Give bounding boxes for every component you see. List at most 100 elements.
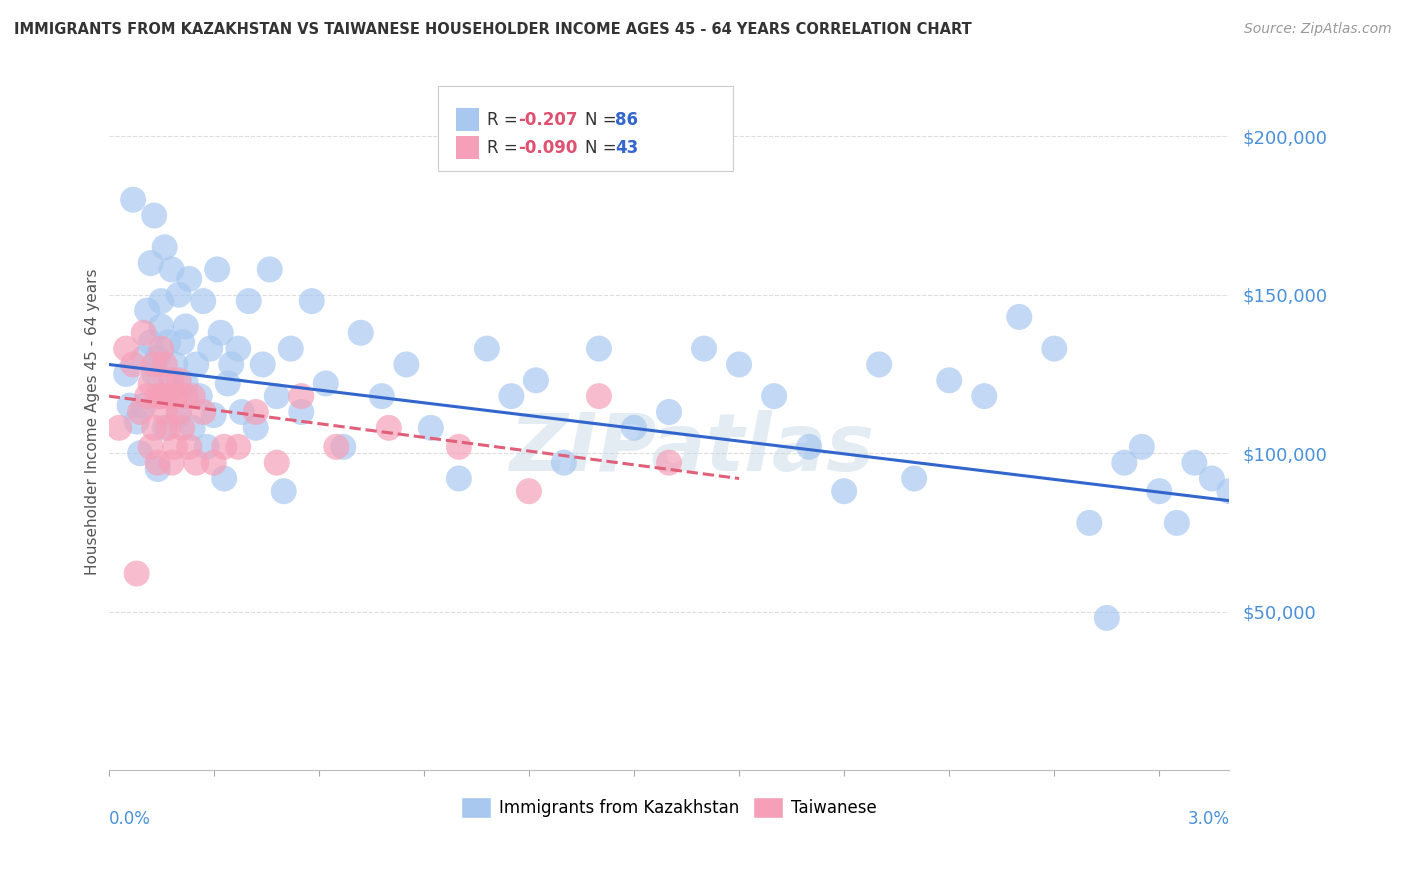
Point <box>150 342 173 356</box>
Point <box>150 294 173 309</box>
Point <box>125 415 148 429</box>
Point <box>245 421 267 435</box>
Text: -0.207: -0.207 <box>517 111 578 128</box>
Point <box>143 358 166 372</box>
Point <box>332 440 354 454</box>
Point <box>231 405 253 419</box>
Text: 3.0%: 3.0% <box>1188 810 1229 828</box>
Point <box>1095 611 1118 625</box>
Point <box>301 294 323 309</box>
Point <box>115 342 138 356</box>
Point <box>202 456 225 470</box>
Point <box>136 389 159 403</box>
Point <box>226 440 249 454</box>
Point <box>160 373 183 387</box>
Point <box>165 440 187 454</box>
Legend: Immigrants from Kazakhstan, Taiwanese: Immigrants from Kazakhstan, Taiwanese <box>454 790 884 824</box>
Point <box>205 262 228 277</box>
Text: ZIPatlas: ZIPatlas <box>509 410 875 488</box>
Point <box>146 351 169 365</box>
Point <box>160 262 183 277</box>
Point <box>1166 516 1188 530</box>
Text: R =: R = <box>486 111 523 128</box>
Text: 0.0%: 0.0% <box>108 810 150 828</box>
Text: Source: ZipAtlas.com: Source: ZipAtlas.com <box>1244 22 1392 37</box>
Point <box>728 358 751 372</box>
Point <box>212 440 235 454</box>
Point <box>160 456 183 470</box>
Point <box>832 484 855 499</box>
Point <box>150 389 173 403</box>
Point <box>290 389 312 403</box>
Point <box>1130 440 1153 454</box>
Point <box>588 389 610 403</box>
Point <box>266 389 288 403</box>
Point <box>181 421 204 435</box>
Point <box>136 303 159 318</box>
Point <box>188 389 211 403</box>
Point <box>143 367 166 381</box>
Point <box>172 421 194 435</box>
Point <box>129 405 152 419</box>
Point <box>179 440 201 454</box>
Point <box>1078 516 1101 530</box>
Point <box>447 471 470 485</box>
Point <box>139 440 162 454</box>
Point <box>501 389 523 403</box>
Point <box>186 358 208 372</box>
Point <box>143 421 166 435</box>
Point <box>226 342 249 356</box>
Point <box>146 462 169 476</box>
Text: N =: N = <box>585 111 623 128</box>
Point <box>378 421 401 435</box>
Point <box>139 376 162 391</box>
Point <box>153 405 176 419</box>
Point <box>273 484 295 499</box>
Point <box>219 358 242 372</box>
Point <box>1201 471 1223 485</box>
Point <box>623 421 645 435</box>
Point <box>167 287 190 301</box>
Point <box>165 389 187 403</box>
Y-axis label: Householder Income Ages 45 - 64 years: Householder Income Ages 45 - 64 years <box>86 268 100 574</box>
Point <box>938 373 960 387</box>
Text: 86: 86 <box>614 111 638 128</box>
Point <box>193 294 215 309</box>
Point <box>132 399 155 413</box>
Point <box>202 408 225 422</box>
Point <box>903 471 925 485</box>
Point <box>160 383 183 397</box>
Point <box>108 421 131 435</box>
Point <box>195 440 218 454</box>
Point <box>1218 484 1240 499</box>
Point <box>122 358 145 372</box>
Point <box>797 440 820 454</box>
Point <box>266 456 288 470</box>
Point <box>658 405 681 419</box>
Point <box>1149 484 1171 499</box>
Point <box>763 389 786 403</box>
Point <box>200 342 222 356</box>
Point <box>212 471 235 485</box>
Point <box>1043 342 1066 356</box>
Point <box>524 373 547 387</box>
Point <box>315 376 337 391</box>
Point <box>157 335 180 350</box>
Point <box>132 326 155 340</box>
Point <box>395 358 418 372</box>
Point <box>179 272 201 286</box>
Point <box>139 256 162 270</box>
Point <box>252 358 274 372</box>
Point <box>132 351 155 365</box>
Point <box>122 193 145 207</box>
Point <box>517 484 540 499</box>
Point <box>371 389 394 403</box>
Point <box>588 342 610 356</box>
Point <box>174 376 197 391</box>
Point <box>186 456 208 470</box>
Point <box>209 326 232 340</box>
Point <box>167 408 190 422</box>
Point <box>139 335 162 350</box>
Point <box>146 389 169 403</box>
Point <box>115 367 138 381</box>
